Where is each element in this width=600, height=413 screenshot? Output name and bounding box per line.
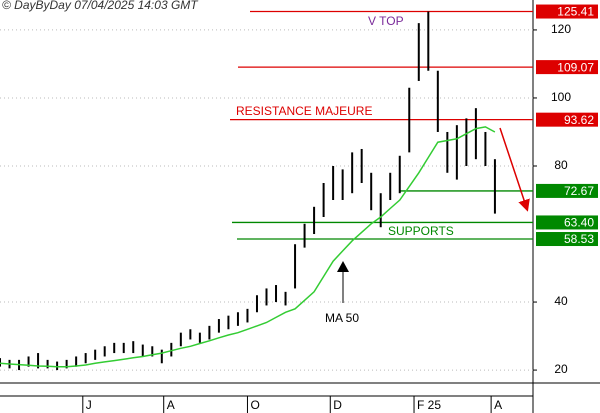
annotation: RESISTANCE MAJEURE: [236, 104, 372, 118]
y-tick-label: 40: [554, 294, 568, 308]
x-tick-label: A: [167, 398, 175, 412]
level-label: 58.53: [564, 232, 594, 246]
x-tick-label: A: [494, 398, 502, 412]
y-tick-label: 20: [554, 362, 568, 376]
level-label: 63.40: [564, 216, 594, 230]
level-label: 125.41: [557, 5, 594, 19]
y-tick-label: 120: [551, 22, 571, 36]
annotation: MA 50: [325, 311, 359, 325]
level-box: [536, 183, 598, 198]
trend-arrow: [499, 127, 530, 212]
x-tick-label: J: [86, 398, 92, 412]
watermark: © DayByDay 07/04/2025 14:03 GMT: [2, 0, 199, 12]
x-tick-label: O: [250, 398, 259, 412]
arrow-head: [337, 261, 349, 272]
y-tick-label: 80: [554, 158, 568, 172]
annotation: V TOP: [368, 14, 404, 28]
level-box: [536, 112, 598, 127]
level-box: [536, 215, 598, 230]
x-tick-label: F 25: [417, 398, 441, 412]
level-box: [536, 4, 598, 19]
level-label: 93.62: [564, 113, 594, 127]
level-label: 109.07: [557, 60, 594, 74]
level-box: [536, 60, 598, 75]
ma-line: [0, 126, 496, 368]
level-box: [536, 232, 598, 247]
level-label: 72.67: [564, 184, 594, 198]
annotation: SUPPORTS: [388, 224, 454, 238]
x-tick-label: D: [333, 398, 342, 412]
y-tick-label: 100: [551, 90, 571, 104]
